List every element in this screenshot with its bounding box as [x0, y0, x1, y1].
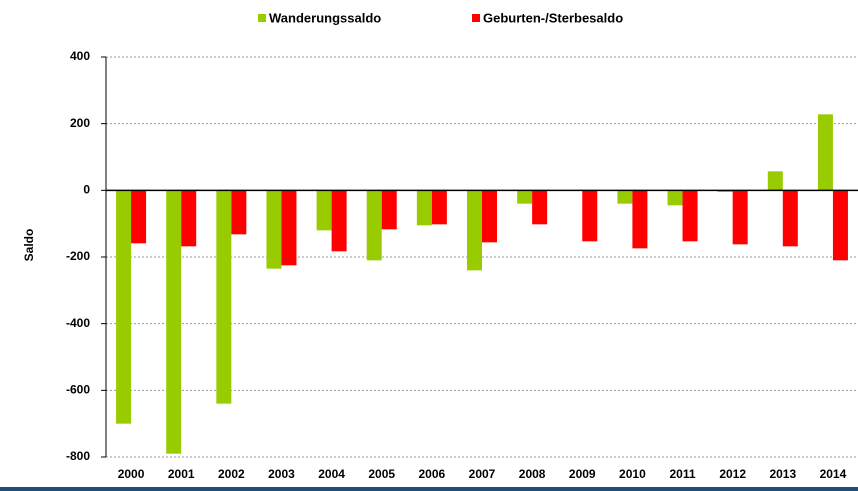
x-tick-label: 2005 — [368, 467, 395, 481]
bar — [617, 190, 633, 204]
x-tick-label: 2011 — [670, 467, 696, 481]
x-tick-label: 2009 — [569, 467, 596, 481]
bar — [366, 190, 382, 261]
bar — [632, 190, 648, 249]
x-tick-label: 2007 — [469, 467, 496, 481]
bar — [181, 190, 197, 247]
bar — [482, 190, 497, 243]
x-tick-label: 2014 — [820, 467, 847, 481]
bar — [667, 190, 683, 206]
bar — [416, 190, 432, 226]
bar — [166, 190, 182, 454]
bar — [732, 190, 748, 245]
bar — [767, 171, 783, 191]
bar — [266, 190, 282, 269]
bar — [717, 190, 733, 192]
bar — [532, 190, 548, 225]
bottom-strip — [0, 487, 858, 491]
bar — [682, 190, 698, 242]
x-tick-label: 2000 — [118, 467, 145, 481]
x-tick-label: 2001 — [168, 467, 195, 481]
bar — [381, 190, 397, 230]
y-tick-label: 0 — [83, 183, 90, 197]
bar — [832, 190, 848, 261]
legend-swatch — [472, 14, 480, 22]
y-tick-label: 200 — [70, 116, 90, 130]
bar — [431, 190, 447, 225]
bar — [116, 190, 132, 424]
y-tick-label: -200 — [66, 249, 90, 263]
bar — [517, 190, 533, 204]
y-tick-label: -800 — [66, 449, 90, 463]
bar — [782, 190, 798, 247]
y-tick-label: -400 — [66, 316, 90, 330]
x-tick-label: 2003 — [268, 467, 295, 481]
bar — [231, 190, 247, 235]
x-tick-label: 2004 — [318, 467, 345, 481]
bar — [467, 190, 482, 271]
x-tick-label: 2002 — [218, 467, 245, 481]
x-tick-label: 2010 — [619, 467, 646, 481]
bar — [331, 190, 347, 252]
bar — [216, 190, 232, 404]
y-axis-label: Saldo — [22, 229, 36, 262]
x-tick-label: 2012 — [719, 467, 746, 481]
x-tick-label: 2013 — [769, 467, 796, 481]
legend-label: Wanderungssaldo — [269, 10, 381, 25]
bar — [131, 190, 147, 244]
bar — [582, 190, 598, 242]
legend-swatch — [258, 14, 266, 22]
bar — [817, 114, 833, 191]
y-tick-label: 400 — [70, 49, 90, 63]
bar — [316, 190, 332, 231]
x-tick-label: 2006 — [419, 467, 446, 481]
y-tick-label: -600 — [66, 383, 90, 397]
x-tick-label: 2008 — [519, 467, 546, 481]
bar — [281, 190, 297, 266]
legend-label: Geburten-/Sterbesaldo — [483, 10, 623, 25]
